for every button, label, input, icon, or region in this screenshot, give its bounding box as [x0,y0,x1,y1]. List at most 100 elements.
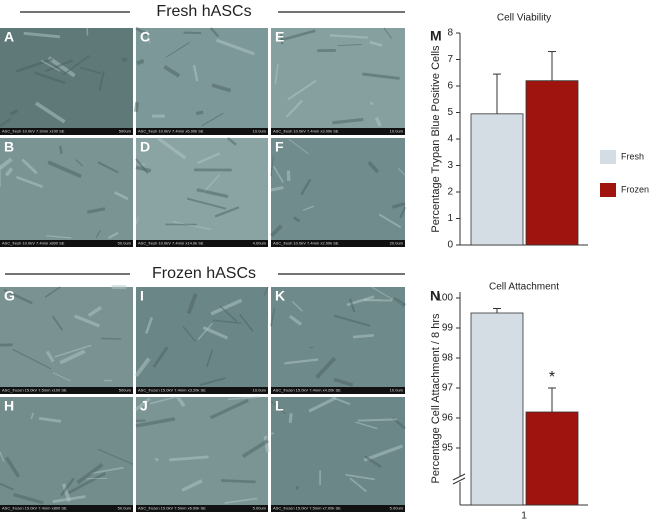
caption-bar [0,505,133,512]
caption: ASC_fresh 10.0kV 7.3mm x100 SE [2,129,65,134]
texture [352,334,374,339]
texture [135,165,152,173]
axis-break [454,476,466,482]
texture [46,235,72,239]
texture [270,307,276,327]
texture [219,305,238,322]
scale: 20.0um [390,241,404,246]
texture [329,34,368,39]
axis-break [452,473,466,481]
texture [186,197,227,210]
y-tick-label: 99 [442,323,454,334]
texture [30,412,34,420]
caption: ASC_fresh 10.0kV 7.4mm x14.0k SE [138,241,204,246]
texture [16,175,44,188]
texture [169,455,209,462]
texture [23,31,61,39]
caption-bar [271,505,405,512]
texture [331,396,351,406]
texture [202,326,229,340]
texture [79,66,102,75]
legend-label: Fresh [621,151,644,161]
texture [47,56,76,78]
texture [355,421,378,430]
sem-image [136,28,268,135]
caption-bar [0,128,133,135]
texture [332,117,364,125]
texture [74,314,101,328]
texture [241,439,269,458]
caption: ASC_frozen 15.0kV 7.4mm x3.20k SE [138,388,206,393]
texture [97,161,119,174]
y-tick-label: 4 [447,134,453,145]
sem-image [136,138,268,247]
texture [0,118,12,127]
panel-label: C [140,29,150,45]
caption-bar [136,505,268,512]
y-tick-label: 97 [442,383,454,394]
texture [196,152,221,165]
panel-label: F [275,139,284,155]
texture [224,497,258,504]
scale: 10.0um [253,388,267,393]
caption: ASC_frozen 15.0kV 7.4mm x800 SE [2,506,67,511]
texture [206,349,214,367]
texture [192,64,199,82]
texture [369,40,383,47]
scale: 5.00um [253,506,267,511]
texture [308,396,337,413]
texture [293,216,301,223]
texture [146,29,151,44]
texture [21,158,38,175]
bar [525,411,579,506]
texture [391,202,406,209]
panel-label: K [275,288,285,304]
texture [399,206,406,219]
texture [212,319,242,324]
chart-title: Cell Attachment [489,282,559,293]
axis-break [452,477,466,485]
caption: ASC_fresh 10.0kV 7.4mm x3.00k SE [273,129,339,134]
texture [215,38,255,56]
caption-bar [0,240,133,247]
caption: ASC_fresh 10.0kV 7.4mm x6.00k SE [138,129,204,134]
texture [285,99,303,118]
y-tick-label: 96 [442,413,454,424]
texture [199,377,226,386]
texture [287,79,317,101]
texture [12,348,52,370]
scale: 500um [119,129,132,134]
texture [270,185,284,192]
y-tick-label: 3 [447,160,453,171]
panel-label: A [4,29,14,45]
texture [362,72,400,80]
texture [383,27,393,39]
y-axis-label: Percentage Cell Attachment / 8 hrs [430,313,442,483]
y-tick-label: 2 [447,187,453,198]
texture [58,145,63,154]
annotation: * [549,369,555,386]
caption-bar [136,387,268,394]
legend-swatch [600,150,616,164]
texture [34,101,66,124]
texture [13,493,44,505]
texture [75,159,84,167]
texture [221,479,256,484]
texture [135,26,148,36]
texture [90,466,124,475]
texture [270,224,283,238]
sem-image [0,287,133,394]
scale: 4.00um [253,241,267,246]
sem-image [0,138,133,247]
texture [182,326,197,342]
sem-image [271,28,405,135]
panel-label: M [430,28,442,44]
texture [288,138,309,155]
scale: 10.0um [390,388,404,393]
texture [288,314,303,326]
texture [270,400,286,415]
y-tick-label: 1 [447,213,453,224]
texture [196,188,229,199]
texture [40,59,61,72]
